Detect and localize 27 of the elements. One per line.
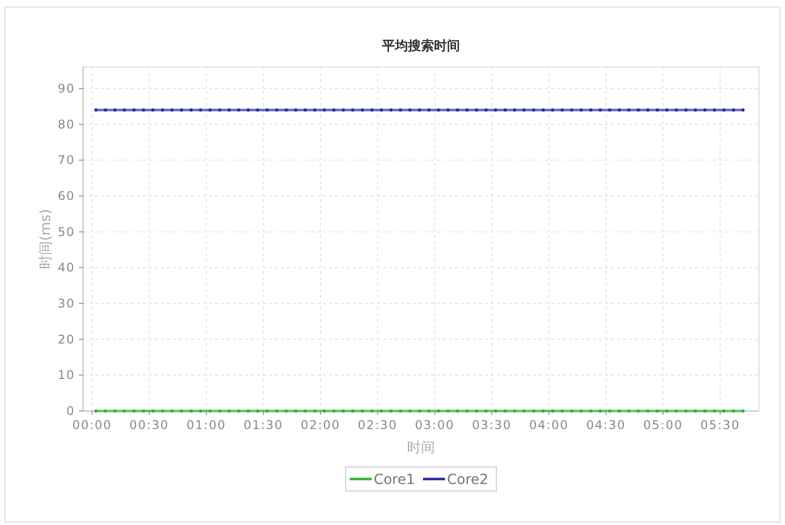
x-axis-title: 时间: [407, 440, 435, 456]
x-tick-label: 01:30: [244, 418, 284, 432]
x-tick-label: 00:00: [72, 418, 112, 432]
y-tick-label: 50: [58, 224, 75, 239]
x-tick-label: 05:30: [700, 418, 740, 432]
x-tick-label: 04:00: [529, 418, 569, 432]
y-tick-label: 90: [58, 82, 75, 96]
y-tick-label: 40: [58, 260, 75, 275]
y-tick-label: 10: [58, 368, 75, 382]
y-tick-label: 20: [58, 332, 75, 346]
y-tick-label: 0: [66, 404, 75, 418]
y-tick-label: 70: [58, 153, 75, 168]
y-tick-label: 30: [58, 296, 75, 310]
x-tick-label: 02:00: [300, 418, 340, 432]
x-tick-label: 03:30: [472, 418, 512, 432]
x-tick-label: 05:00: [643, 418, 683, 432]
x-tick-label: 03:00: [414, 418, 454, 432]
x-tick-label: 04:30: [586, 418, 626, 432]
legend-label: Core2: [447, 472, 488, 488]
y-tick-label: 80: [58, 117, 75, 132]
y-axis-title: 时间(ms): [38, 209, 54, 269]
x-tick-label: 00:30: [129, 418, 170, 432]
x-tick-label: 02:30: [358, 418, 398, 432]
x-tick-label: 01:00: [186, 418, 226, 432]
y-tick-label: 60: [58, 189, 75, 203]
chart-title: 平均搜索时间: [381, 38, 460, 54]
legend-label: Core1: [374, 472, 415, 488]
